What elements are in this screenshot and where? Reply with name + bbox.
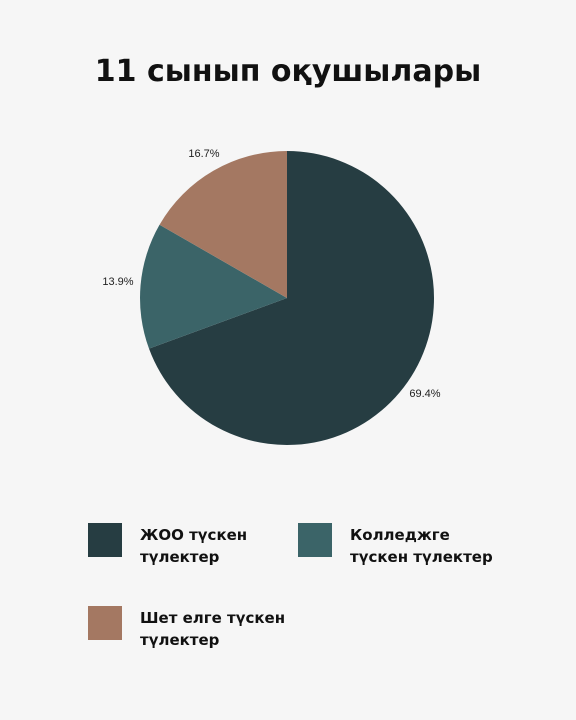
legend-label-abroad: Шет елге түскен түлектер xyxy=(140,609,286,649)
pie-label-abroad: 16.7% xyxy=(188,148,219,160)
pie-slice-college xyxy=(140,224,287,349)
pie-slice-abroad xyxy=(159,151,287,298)
legend-label-college: Колледжге түскен түлектер xyxy=(350,526,493,566)
legend-item-abroad: Шет елге түскен түлектер xyxy=(88,606,300,651)
legend-item-college: Колледжге түскен түлектер xyxy=(298,523,510,568)
legend-item-university: ЖОО түскен түлектер xyxy=(88,523,300,568)
legend-swatch-college xyxy=(298,523,332,557)
pie-label-university: 69.4% xyxy=(409,388,440,400)
pie-label-college: 13.9% xyxy=(102,276,133,288)
legend-label-university: ЖОО түскен түлектер xyxy=(140,526,248,566)
pie-slice-university xyxy=(149,151,435,445)
chart-title: 11 сынып оқушылары xyxy=(94,54,482,89)
legend-swatch-university xyxy=(88,523,122,557)
legend-swatch-abroad xyxy=(88,606,122,640)
